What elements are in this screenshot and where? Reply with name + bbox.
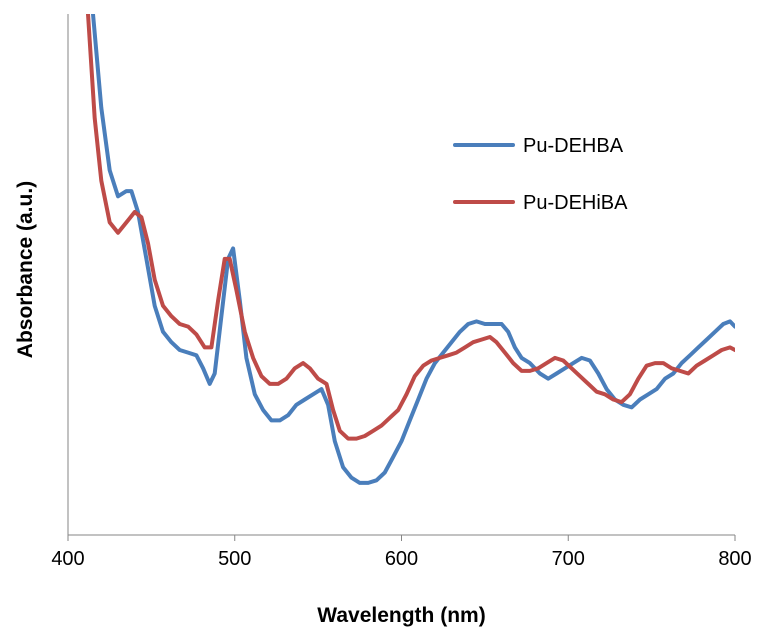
x-tick-label: 500 — [218, 548, 251, 570]
legend-label: Pu-DEHiBA — [523, 192, 628, 214]
y-axis-title: Absorbance (a.u.) — [14, 181, 37, 358]
series-line-pu-dehiba — [86, 14, 735, 441]
series-line-pu-dehba — [91, 14, 735, 485]
legend-label: Pu-DEHBA — [523, 135, 624, 157]
x-axis-title: Wavelength (nm) — [317, 604, 485, 627]
x-tick-label: 800 — [718, 548, 751, 570]
x-tick-label: 600 — [385, 548, 418, 570]
x-tick-label: 700 — [552, 548, 585, 570]
series-layer — [86, 14, 735, 485]
legend: Pu-DEHBA Pu-DEHiBA — [453, 135, 628, 214]
x-ticks: 400 500 600 700 800 — [51, 535, 752, 570]
plot-area: 400 500 600 700 800 — [51, 14, 752, 570]
x-tick-label: 400 — [51, 548, 84, 570]
